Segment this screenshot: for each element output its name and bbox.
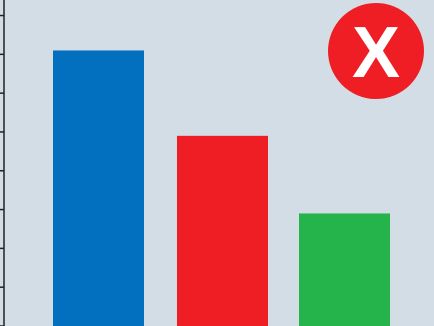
bars <box>53 50 390 326</box>
close-x-icon[interactable]: X <box>328 3 424 99</box>
bar-2 <box>177 135 268 326</box>
y-axis <box>0 0 5 326</box>
bar-1 <box>53 50 144 326</box>
close-badge-circle[interactable] <box>328 3 424 99</box>
bar-3 <box>299 213 390 326</box>
close-badge-glyph: X <box>352 13 400 93</box>
